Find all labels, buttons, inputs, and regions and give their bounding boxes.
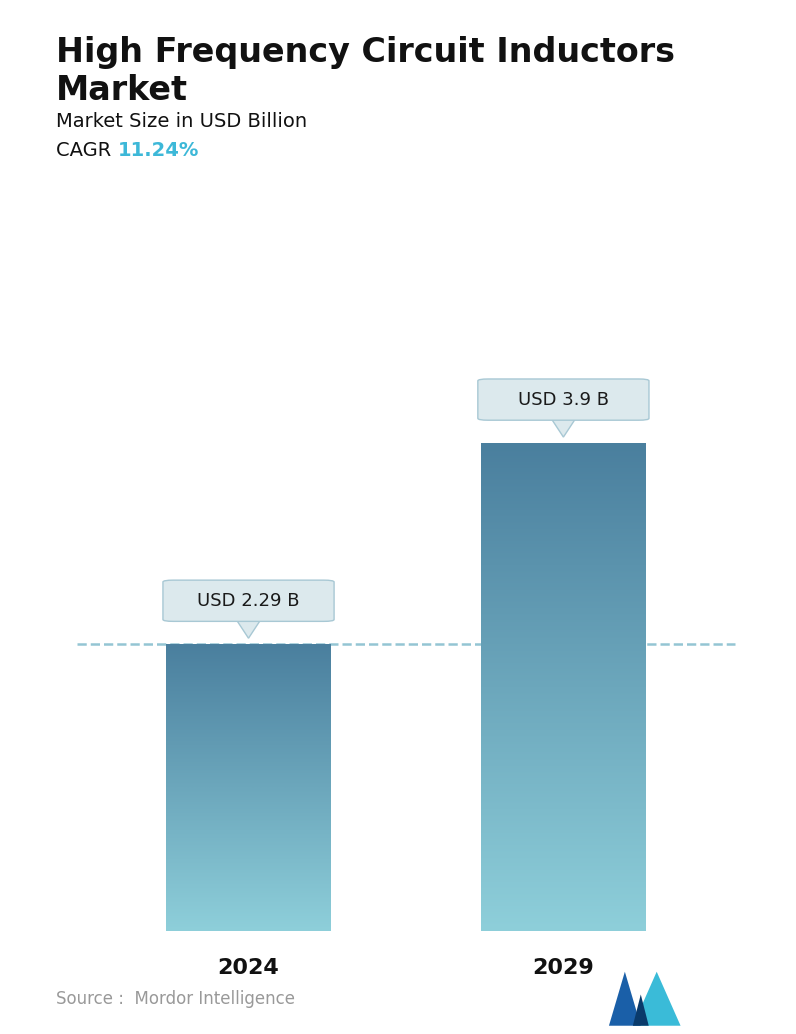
Text: Market Size in USD Billion: Market Size in USD Billion [56, 112, 306, 130]
Text: 2024: 2024 [217, 959, 279, 978]
Polygon shape [236, 619, 261, 638]
Text: USD 2.29 B: USD 2.29 B [197, 591, 300, 610]
FancyBboxPatch shape [478, 379, 649, 420]
Text: USD 3.9 B: USD 3.9 B [518, 391, 609, 408]
FancyBboxPatch shape [163, 580, 334, 621]
Text: 2029: 2029 [533, 959, 595, 978]
Text: 11.24%: 11.24% [118, 141, 199, 159]
Text: High Frequency Circuit Inductors: High Frequency Circuit Inductors [56, 36, 675, 69]
Polygon shape [633, 972, 681, 1026]
Text: Market: Market [56, 74, 188, 108]
Text: Source :  Mordor Intelligence: Source : Mordor Intelligence [56, 991, 295, 1008]
Polygon shape [609, 972, 641, 1026]
Polygon shape [551, 419, 576, 437]
Polygon shape [633, 995, 649, 1026]
Text: CAGR: CAGR [56, 141, 123, 159]
